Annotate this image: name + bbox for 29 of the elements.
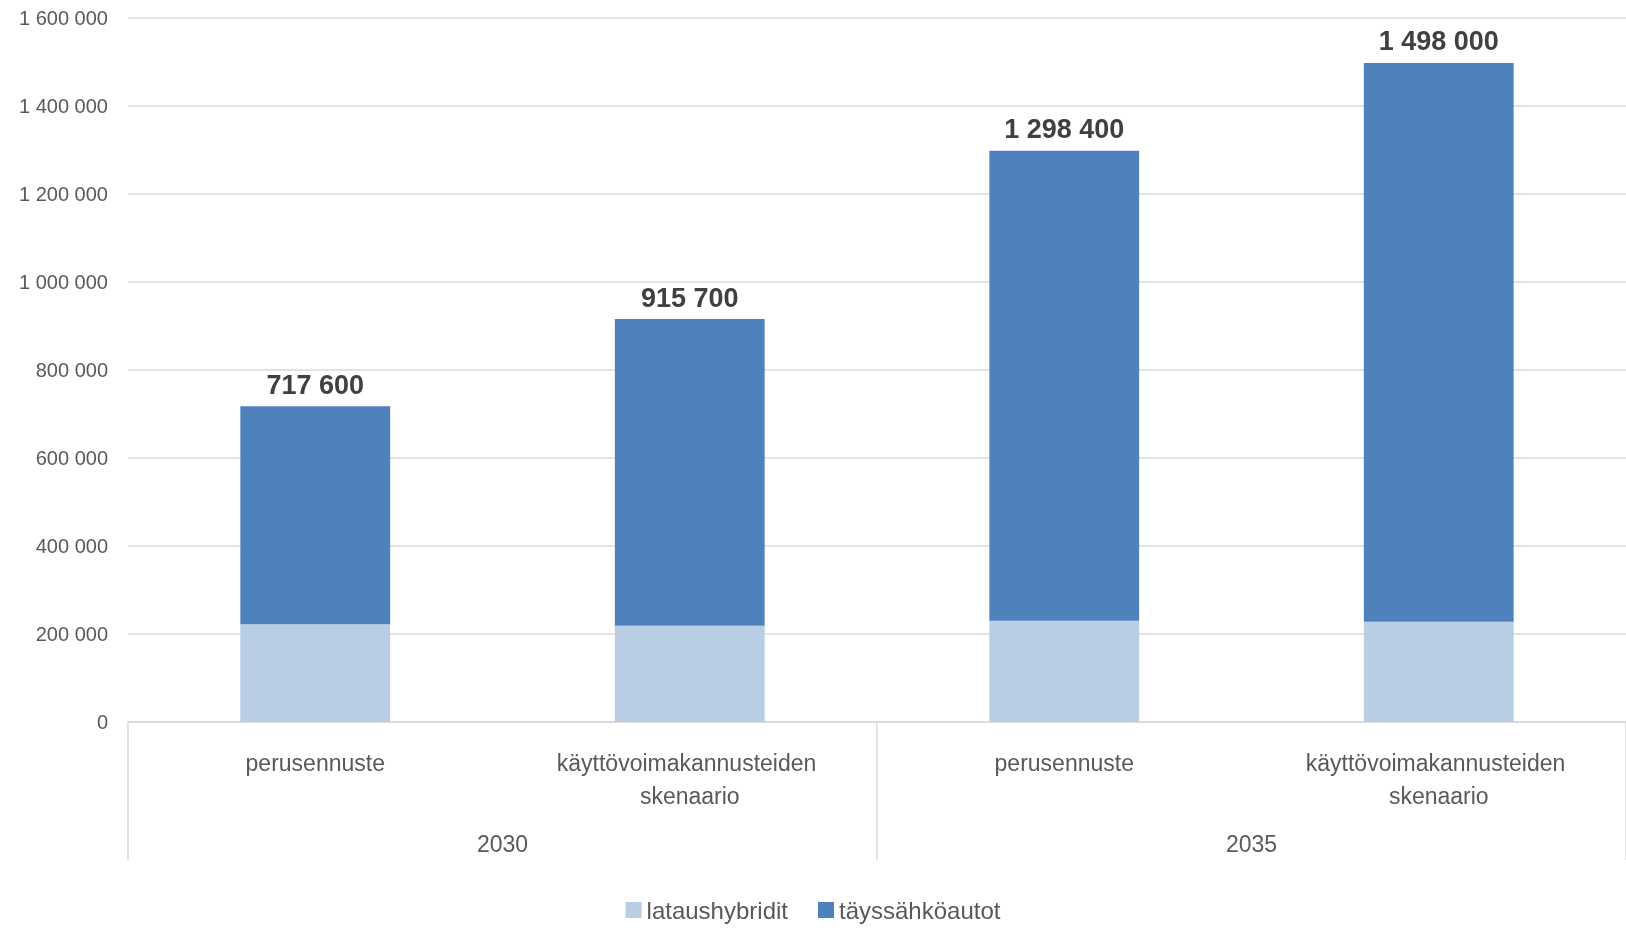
text: 2035: [1225, 830, 1278, 857]
total-label: 915 700: [640, 282, 739, 313]
total-label: 717 600: [266, 369, 365, 400]
bar: [240, 406, 391, 625]
y-tick-label: 1 000 000: [19, 271, 108, 293]
y-tick-label: 800 000: [35, 359, 108, 381]
bar: [989, 150, 1140, 621]
legend-label: täyssähköautot: [838, 896, 1001, 924]
x-tick-label: käyttövoimakannusteiden skenaario: [1305, 749, 1572, 809]
total-label: 1 298 400: [1004, 114, 1125, 145]
x-tick-label: käyttövoimakannusteiden skenaario: [556, 749, 823, 809]
text: 2030: [476, 830, 529, 857]
x-tick-label: perusennuste: [245, 749, 385, 776]
bar: [989, 620, 1140, 722]
y-tick-label: 200 000: [35, 623, 108, 645]
y-tick-label: 1 200 000: [19, 183, 108, 205]
y-tick-label: 400 000: [35, 535, 108, 557]
x-tick-label: perusennuste: [994, 749, 1134, 776]
total-label: 1 498 000: [1378, 26, 1499, 57]
bar: [1363, 62, 1514, 622]
bar: [614, 625, 765, 722]
legend-label: lataushybridit: [646, 896, 789, 924]
bar: [240, 624, 391, 722]
bar: [1363, 621, 1514, 722]
y-tick-label: 0: [96, 711, 108, 733]
y-tick-label: 1 400 000: [19, 95, 108, 117]
y-tick-label: 1 600 000: [19, 7, 108, 29]
bar: [614, 319, 765, 626]
y-tick-label: 600 000: [35, 447, 108, 469]
